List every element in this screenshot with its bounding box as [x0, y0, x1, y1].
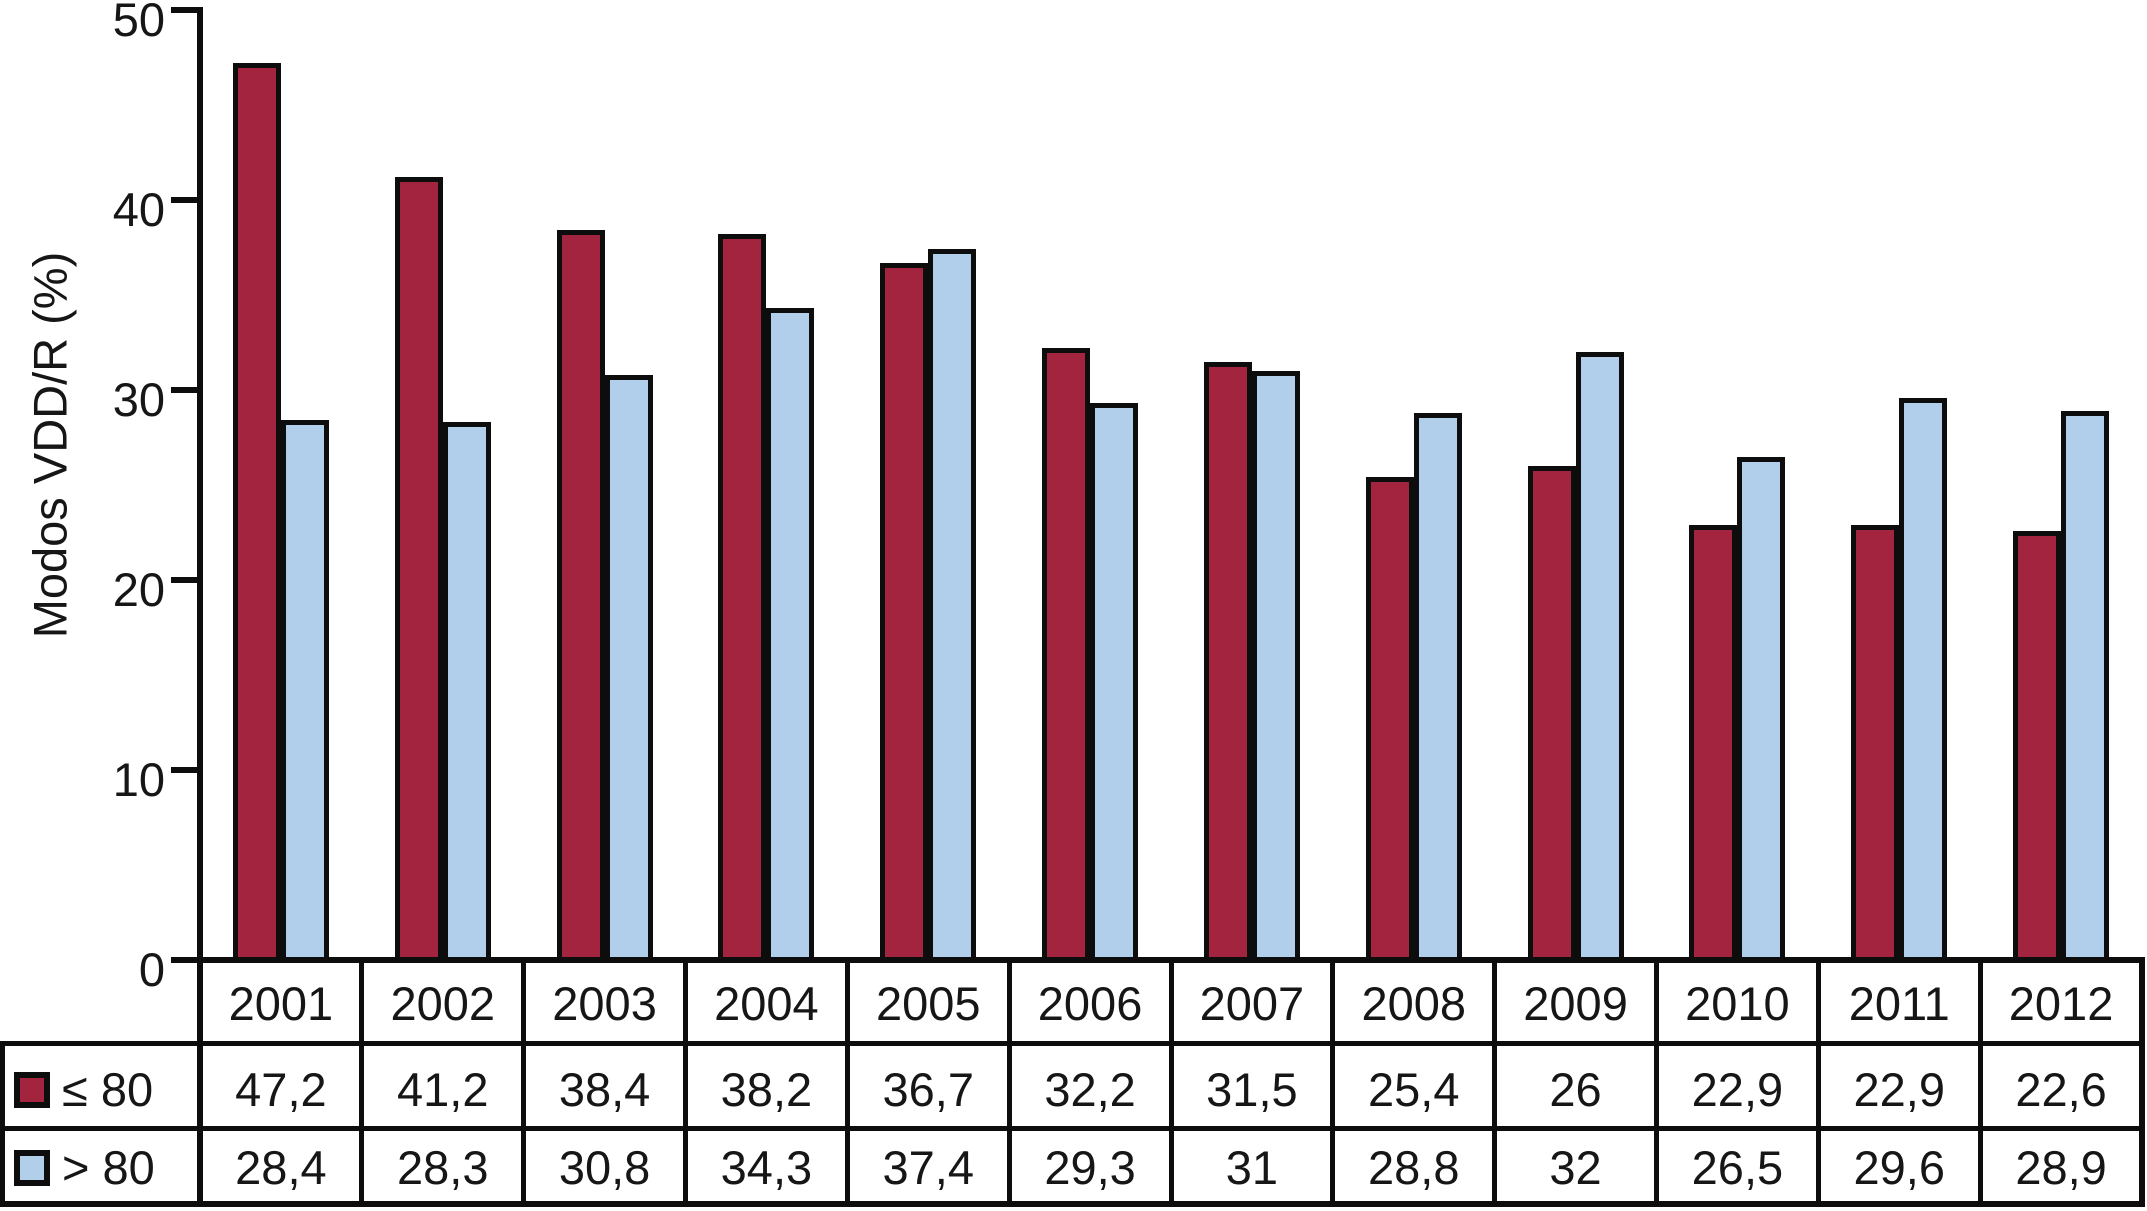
table-value-gt80-2008: 28,8: [1368, 1141, 1460, 1194]
bar-gt80-2005: [928, 249, 977, 963]
table-column-line: [1492, 957, 1498, 1207]
table-value-le80-2010: 22,9: [1691, 1063, 1784, 1116]
bar-gt80-2011: [1899, 397, 1948, 963]
table-header-year-2006: 2006: [1037, 976, 1143, 1030]
table-column-line: [1815, 957, 1821, 1207]
table-value-gt80-2002: 28,3: [397, 1141, 489, 1194]
bar-le80-2007: [1203, 361, 1252, 963]
bar-gt80-2008: [1413, 412, 1462, 963]
y-tick-label-50: 50: [112, 0, 165, 46]
bar-le80-2006: [1042, 348, 1091, 963]
table-header-year-2008: 2008: [1361, 976, 1467, 1030]
table-value-le80-2009: 26: [1549, 1063, 1602, 1116]
bar-le80-2005: [880, 262, 929, 963]
y-axis-line: [197, 8, 203, 1207]
table-value-gt80-2009: 32: [1549, 1141, 1602, 1194]
bar-gt80-2007: [1251, 371, 1300, 963]
table-value-le80-2012: 22,6: [2015, 1063, 2107, 1116]
table-value-le80-2007: 31,5: [1206, 1063, 1298, 1116]
table-value-le80-2002: 41,2: [397, 1063, 489, 1116]
bar-le80-2008: [1365, 477, 1414, 963]
bar-le80-2002: [394, 177, 443, 963]
table-value-gt80-2005: 37,4: [882, 1141, 974, 1194]
bar-gt80-2003: [604, 374, 653, 963]
bar-gt80-2004: [766, 308, 815, 963]
table-value-le80-2006: 32,2: [1044, 1063, 1136, 1116]
table-column-line: [359, 957, 365, 1207]
y-tick-40: [171, 197, 203, 203]
table-value-gt80-2004: 34,3: [720, 1141, 813, 1194]
bar-le80-2001: [232, 63, 281, 963]
table-header-year-2009: 2009: [1523, 976, 1628, 1030]
table-value-gt80-2007: 31: [1225, 1141, 1279, 1194]
bar-gt80-2006: [1090, 403, 1139, 963]
table-row-line: [0, 1041, 2145, 1046]
bar-le80-2004: [718, 234, 767, 963]
table-value-gt80-2012: 28,9: [2015, 1141, 2107, 1194]
y-tick-50: [171, 7, 203, 13]
bar-le80-2011: [1851, 524, 1900, 963]
y-tick-label-10: 10: [112, 753, 165, 806]
bar-gt80-2001: [280, 420, 329, 963]
table-row-line: [0, 1125, 2145, 1131]
table-column-line: [1977, 957, 1983, 1207]
table-header-year-2003: 2003: [552, 976, 657, 1030]
table-column-line: [1654, 957, 1659, 1207]
table-column-line: [1168, 957, 1174, 1207]
table-column-line: [1330, 957, 1336, 1207]
y-tick-20: [171, 577, 203, 583]
table-left-border: [0, 1040, 5, 1207]
table-value-le80-2001: 47,2: [235, 1063, 327, 1116]
y-tick-0: [171, 957, 203, 963]
table-value-gt80-2010: 26,5: [1691, 1141, 1784, 1194]
bar-le80-2003: [556, 230, 605, 963]
table-right-border: [2139, 957, 2145, 1207]
table-value-gt80-2003: 30,8: [558, 1141, 651, 1194]
table-header-year-2005: 2005: [875, 976, 981, 1030]
table-header-year-2010: 2010: [1685, 976, 1790, 1030]
bar-le80-2009: [1527, 466, 1576, 963]
table-value-le80-2004: 38,2: [720, 1063, 813, 1116]
bar-gt80-2010: [1737, 456, 1786, 963]
y-tick-30: [171, 387, 203, 393]
bar-gt80-2012: [2061, 410, 2110, 963]
table-column-line: [521, 957, 527, 1207]
table-header-year-2001: 2001: [228, 976, 334, 1030]
bar-le80-2012: [2013, 530, 2062, 963]
table-value-gt80-2006: 29,3: [1044, 1141, 1136, 1194]
bar-gt80-2002: [442, 422, 491, 963]
table-column-line: [844, 957, 850, 1207]
table-header-year-2002: 2002: [390, 976, 496, 1030]
table-value-gt80-2011: 29,6: [1853, 1141, 1945, 1194]
y-tick-10: [171, 767, 203, 773]
table-header-year-2012: 2012: [2008, 976, 2114, 1030]
legend-label-le80: ≤ 80: [62, 1063, 154, 1116]
table-column-line: [1006, 957, 1012, 1207]
table-value-gt80-2001: 28,4: [235, 1141, 327, 1194]
table-column-line: [683, 957, 688, 1207]
table-value-le80-2008: 25,4: [1368, 1063, 1460, 1116]
table-header-year-2011: 2011: [1848, 976, 1950, 1030]
table-bottom-border: [0, 1200, 2145, 1207]
legend-label-gt80: > 80: [62, 1141, 155, 1194]
legend-swatch-le80: [14, 1072, 50, 1108]
table-value-le80-2003: 38,4: [558, 1063, 651, 1116]
y-tick-label-30: 30: [112, 373, 165, 426]
x-axis-baseline: [183, 957, 2145, 963]
y-tick-label-40: 40: [112, 183, 165, 236]
bar-gt80-2009: [1575, 352, 1624, 963]
table-header-year-2004: 2004: [714, 976, 819, 1030]
table-value-le80-2011: 22,9: [1853, 1063, 1945, 1116]
bar-le80-2010: [1689, 524, 1738, 963]
table-header-year-2007: 2007: [1199, 976, 1305, 1030]
y-tick-label-0: 0: [138, 943, 165, 996]
y-tick-label-20: 20: [112, 563, 165, 616]
legend-swatch-gt80: [14, 1150, 50, 1186]
table-value-le80-2005: 36,7: [882, 1063, 974, 1116]
